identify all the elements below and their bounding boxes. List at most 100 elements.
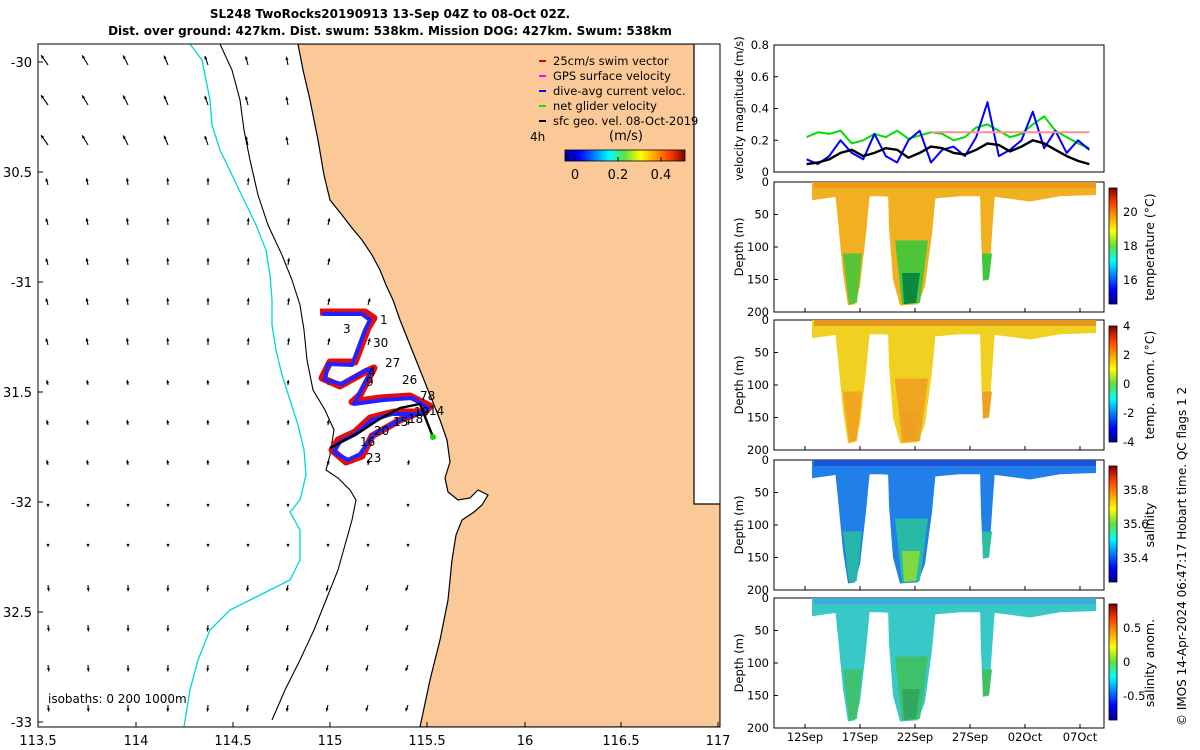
current-arrow (286, 419, 290, 426)
colorbar-label: temperature (°C) (1142, 193, 1157, 300)
track-label: 9 (366, 375, 374, 389)
current-arrow (46, 503, 50, 507)
velocity-plot-frame (773, 44, 1105, 173)
section-deep-fill (843, 253, 862, 305)
current-arrow (45, 460, 50, 466)
section-deep-fill (982, 669, 992, 697)
current-arrow (285, 704, 289, 712)
section-ytick-label: 150 (747, 689, 769, 703)
current-arrow (45, 298, 49, 306)
lon-tick-label: 114 (124, 734, 149, 749)
current-arrow (122, 135, 129, 146)
velocity-series-line (806, 139, 1090, 166)
current-arrow (244, 96, 249, 106)
speed-colorbar (564, 149, 686, 162)
current-arrow (85, 218, 89, 226)
section-ytick-label: 0 (762, 313, 769, 327)
current-arrow (166, 337, 170, 346)
current-arrow (326, 459, 330, 466)
imos-credit: © IMOS 14-Apr-2024 06:47:17 Hobart time.… (1175, 387, 1189, 726)
section-surface-layer (814, 320, 1096, 326)
section-ylabel: Depth (m) (732, 218, 746, 277)
section-frame (773, 181, 1105, 313)
track-label: 3 (343, 322, 351, 336)
section-ytick-label: 50 (754, 486, 769, 500)
speed-tick-label: 0.2 (608, 168, 629, 183)
current-arrow (46, 543, 50, 547)
current-arrow (246, 380, 250, 385)
colorbar-tick-label: -4 (1123, 435, 1134, 449)
current-arrow (125, 217, 130, 226)
track-label: 26 (402, 373, 417, 387)
current-arrow (126, 419, 130, 426)
current-arrow (206, 624, 210, 632)
current-arrow (46, 664, 50, 672)
current-arrow (126, 624, 130, 632)
current-arrow (285, 584, 289, 592)
current-arrow (325, 704, 329, 712)
colorbar-label: salinity (1142, 502, 1157, 547)
section-deep-fill (982, 391, 992, 419)
current-arrow (86, 543, 90, 547)
current-arrow (245, 704, 250, 712)
section-dive-profile (835, 469, 870, 584)
section-ylabel: Depth (m) (732, 634, 746, 693)
track-label: 20 (374, 424, 389, 438)
section-ytick-label: 200 (747, 583, 769, 597)
current-arrow (206, 503, 210, 507)
time-tick-label: 12Sep (787, 730, 823, 744)
current-arrow (286, 177, 291, 186)
lat-tick-label: -31 (11, 276, 32, 291)
current-arrow (367, 338, 371, 346)
current-arrow (285, 624, 289, 632)
current-arrow (40, 134, 49, 146)
section-colorbar (1108, 465, 1118, 583)
isobath-200m (219, 44, 357, 721)
current-arrow (206, 178, 210, 185)
current-arrow (245, 624, 250, 632)
section-deep-fill (843, 391, 862, 443)
current-arrow (326, 503, 330, 507)
current-arrow (206, 584, 210, 592)
glider-position-marker (430, 434, 436, 440)
track-label: 78 (420, 389, 435, 403)
current-arrow (405, 584, 409, 592)
current-arrow (327, 258, 331, 266)
velocity-ytick-label: 0 (762, 165, 769, 179)
section-surface-layer (814, 460, 1096, 466)
swim-vector-trace (318, 308, 434, 466)
section-ytick-label: 0 (762, 591, 769, 605)
current-arrow (122, 55, 129, 66)
current-arrow (285, 664, 289, 672)
current-arrow (327, 338, 331, 346)
current-arrow (204, 135, 209, 146)
current-arrow (285, 136, 289, 146)
section-ytick-label: 150 (747, 551, 769, 565)
lon-tick-label: 117 (706, 734, 731, 749)
section-dive-profile (835, 607, 870, 722)
legend-entry: dive-avg current veloc. (539, 84, 686, 98)
legend-entry: 25cm/s swim vector (539, 54, 669, 68)
section-ytick-label: 200 (747, 305, 769, 319)
current-arrow (405, 624, 409, 632)
current-arrow (86, 503, 90, 507)
current-arrow (246, 257, 250, 266)
current-arrow (285, 96, 289, 106)
colorbar-tick-label: 35.8 (1123, 483, 1149, 497)
current-arrow (126, 503, 130, 507)
velocity-ytick-label: 0.2 (751, 133, 769, 147)
current-arrow (85, 338, 89, 346)
section-frame (773, 459, 1105, 591)
section-panel: 0 50 100 150 200 Depth (m) -4 -2 0 2 4 temp. anom. … (732, 313, 1157, 457)
current-arrow (85, 298, 89, 306)
current-arrow (325, 664, 329, 672)
current-arrow (206, 664, 210, 672)
lon-tick-label: 115 (318, 734, 343, 749)
lat-tick-label: 32.5 (3, 606, 32, 621)
legend-entry: net glider velocity (539, 99, 657, 113)
colorbar-tick-label: 4 (1123, 319, 1130, 333)
current-arrow (286, 379, 290, 386)
